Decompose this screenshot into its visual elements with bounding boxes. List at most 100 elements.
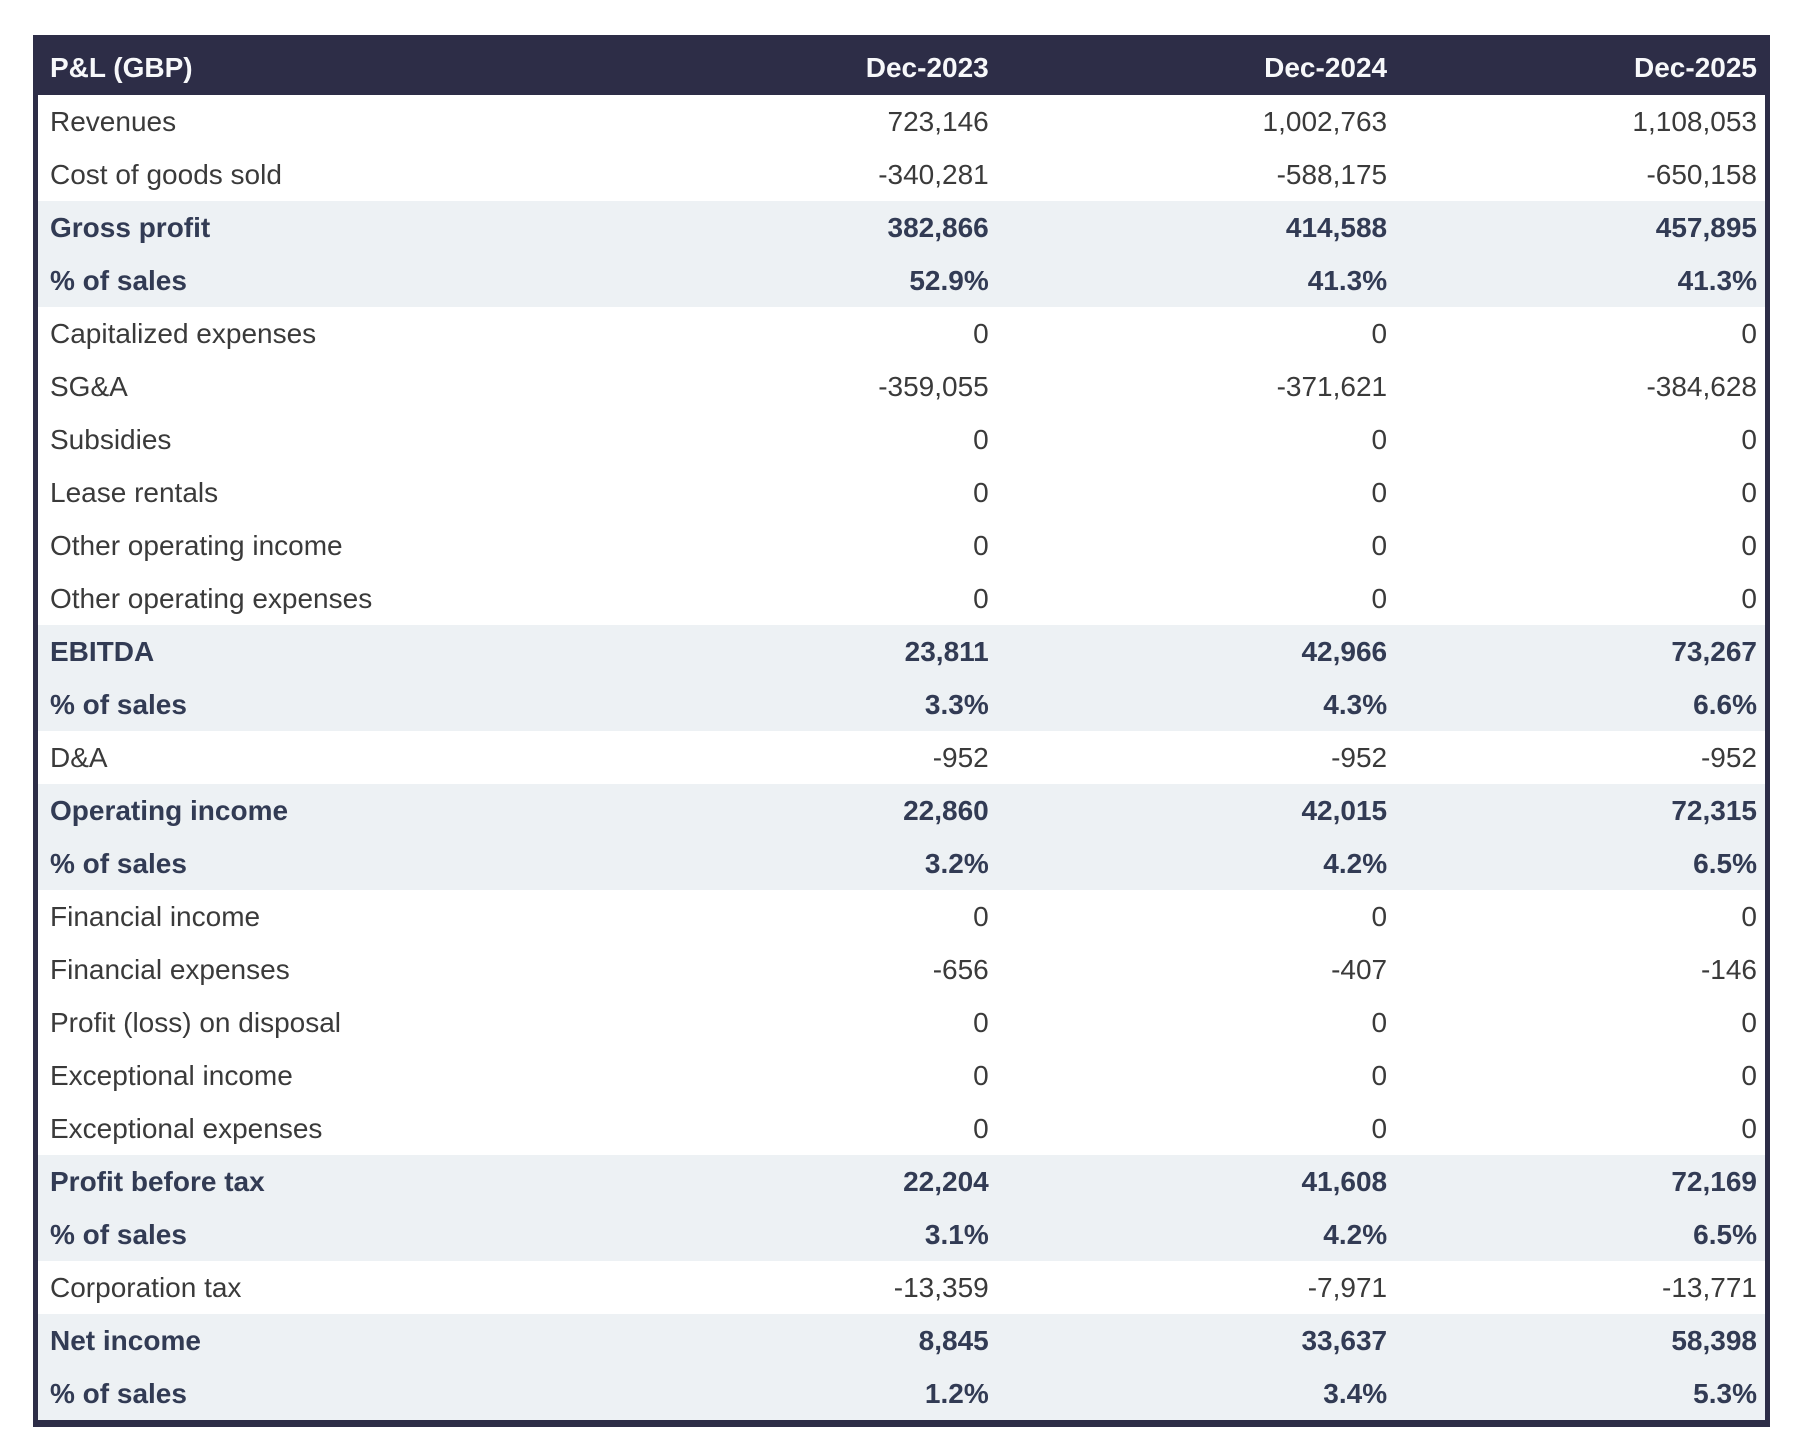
row-value: 8,845	[918, 1324, 989, 1356]
row-value: -340,281	[878, 158, 989, 190]
column-header-dec-2023: Dec-2023	[693, 37, 997, 95]
row-value: 0	[1371, 900, 1388, 932]
row-value: 0	[1371, 529, 1388, 561]
table-row: Lease rentals 0 0 0	[36, 466, 1768, 519]
row-value: 0	[1741, 582, 1757, 614]
table-title: P&L (GBP)	[35, 37, 694, 95]
row-value: -952	[1700, 741, 1757, 773]
table-row: % of sales 52.9% 41.3% 41.3%	[35, 254, 1768, 307]
row-label: Lease rentals	[50, 476, 219, 508]
row-label: Capitalized expenses	[50, 317, 317, 349]
row-label: Exceptional expenses	[50, 1112, 323, 1144]
row-value: -656	[932, 953, 989, 985]
row-value: -146	[1700, 953, 1757, 985]
table-row: Profit before tax 22,204 41,608 72,169	[35, 1155, 1768, 1208]
row-value: 0	[1371, 317, 1388, 349]
row-label: Cost of goods sold	[50, 158, 282, 190]
row-value: 0	[973, 317, 989, 349]
row-value: 0	[1741, 1006, 1757, 1038]
row-value: 0	[1741, 423, 1757, 455]
row-value: 52.9%	[909, 264, 989, 296]
row-value: 42,966	[1301, 635, 1388, 667]
row-label: Gross profit	[50, 211, 211, 243]
table-row: % of sales 3.3% 4.3% 6.6%	[35, 678, 1768, 731]
row-value: 58,398	[1671, 1324, 1757, 1356]
row-label: % of sales	[50, 264, 187, 296]
row-value: 72,169	[1671, 1165, 1757, 1197]
row-value: -384,628	[1646, 370, 1757, 402]
row-value: 0	[1741, 317, 1757, 349]
table-row: Corporation tax -13,359 -7,971 -13,771	[36, 1261, 1768, 1314]
row-value: 73,267	[1671, 635, 1757, 667]
row-value: 1,108,053	[1632, 105, 1757, 137]
row-value: 0	[973, 476, 989, 508]
table-row: Exceptional income 0 0 0	[36, 1049, 1768, 1102]
row-value: -407	[1331, 953, 1388, 985]
row-value: 0	[1741, 529, 1757, 561]
row-value: 3.1%	[924, 1218, 989, 1250]
row-value: -952	[1331, 741, 1388, 773]
row-value: -371,621	[1276, 370, 1388, 402]
row-value: -13,771	[1662, 1271, 1757, 1303]
row-label: SG&A	[50, 370, 128, 402]
row-value: 42,015	[1301, 794, 1388, 826]
row-value: 4.3%	[1323, 688, 1388, 720]
table-row: Profit (loss) on disposal 0 0 0	[36, 996, 1768, 1049]
table-row: EBITDA 23,811 42,966 73,267	[35, 625, 1768, 678]
row-value: 4.2%	[1323, 1218, 1388, 1250]
row-value: 22,860	[903, 794, 989, 826]
row-value: 0	[1371, 423, 1388, 455]
table-row: Net income 8,845 33,637 58,398	[35, 1314, 1768, 1367]
row-value: 33,637	[1301, 1324, 1388, 1356]
row-value: 4.2%	[1323, 847, 1388, 879]
row-value: 23,811	[904, 635, 989, 667]
pl-table-body: Revenues 723,146 1,002,763 1,108,053 Cos…	[35, 95, 1768, 1424]
row-label: % of sales	[50, 847, 187, 879]
row-value: 0	[1371, 476, 1388, 508]
table-row: Operating income 22,860 42,015 72,315	[35, 784, 1768, 837]
row-label: % of sales	[50, 1377, 187, 1409]
table-row: Exceptional expenses 0 0 0	[36, 1102, 1768, 1155]
row-value: 457,895	[1655, 211, 1757, 243]
row-value: -650,158	[1646, 158, 1757, 190]
table-row: Financial income 0 0 0	[36, 890, 1768, 943]
row-value: 41.3%	[1677, 264, 1757, 296]
column-header-dec-2024: Dec-2024	[996, 37, 1396, 95]
table-row: Subsidies 0 0 0	[36, 413, 1768, 466]
table-header: P&L (GBP) Dec-2023 Dec-2024 Dec-2025	[35, 37, 1768, 95]
row-value: -7,971	[1307, 1271, 1388, 1303]
row-label: Revenues	[50, 105, 177, 137]
row-label: Subsidies	[50, 423, 172, 455]
row-value: 0	[1371, 582, 1388, 614]
pl-statement-table: P&L (GBP) Dec-2023 Dec-2024 Dec-2025 Rev…	[33, 35, 1770, 1427]
row-label: Profit (loss) on disposal	[50, 1006, 342, 1038]
table-row: SG&A -359,055 -371,621 -384,628	[36, 360, 1768, 413]
table-row: % of sales 1.2% 3.4% 5.3%	[35, 1367, 1768, 1424]
row-value: 6.6%	[1693, 688, 1757, 720]
header-row: P&L (GBP) Dec-2023 Dec-2024 Dec-2025	[35, 37, 1768, 95]
table-row: Other operating expenses 0 0 0	[36, 572, 1768, 625]
row-label: Operating income	[50, 794, 289, 826]
row-value: -13,359	[893, 1271, 989, 1303]
row-value: -359,055	[878, 370, 989, 402]
row-value: 0	[973, 1006, 989, 1038]
table-row: % of sales 3.2% 4.2% 6.5%	[35, 837, 1768, 890]
row-value: -588,175	[1276, 158, 1388, 190]
row-value: 5.3%	[1693, 1377, 1757, 1409]
row-value: 3.3%	[924, 688, 989, 720]
row-label: EBITDA	[50, 635, 155, 667]
table-row: % of sales 3.1% 4.2% 6.5%	[35, 1208, 1768, 1261]
row-value: 3.4%	[1323, 1377, 1388, 1409]
table-row: Cost of goods sold -340,281 -588,175 -65…	[36, 148, 1768, 201]
row-value: 0	[1371, 1112, 1388, 1144]
row-value: 0	[1741, 900, 1757, 932]
row-label: D&A	[50, 741, 108, 773]
row-label: Other operating income	[50, 529, 343, 561]
row-label: Profit before tax	[50, 1165, 265, 1197]
row-value: 72,315	[1671, 794, 1757, 826]
table-row: D&A -952 -952 -952	[36, 731, 1768, 784]
table-row: Revenues 723,146 1,002,763 1,108,053	[36, 95, 1768, 148]
table-row: Financial expenses -656 -407 -146	[36, 943, 1768, 996]
row-label: Financial expenses	[50, 953, 290, 985]
